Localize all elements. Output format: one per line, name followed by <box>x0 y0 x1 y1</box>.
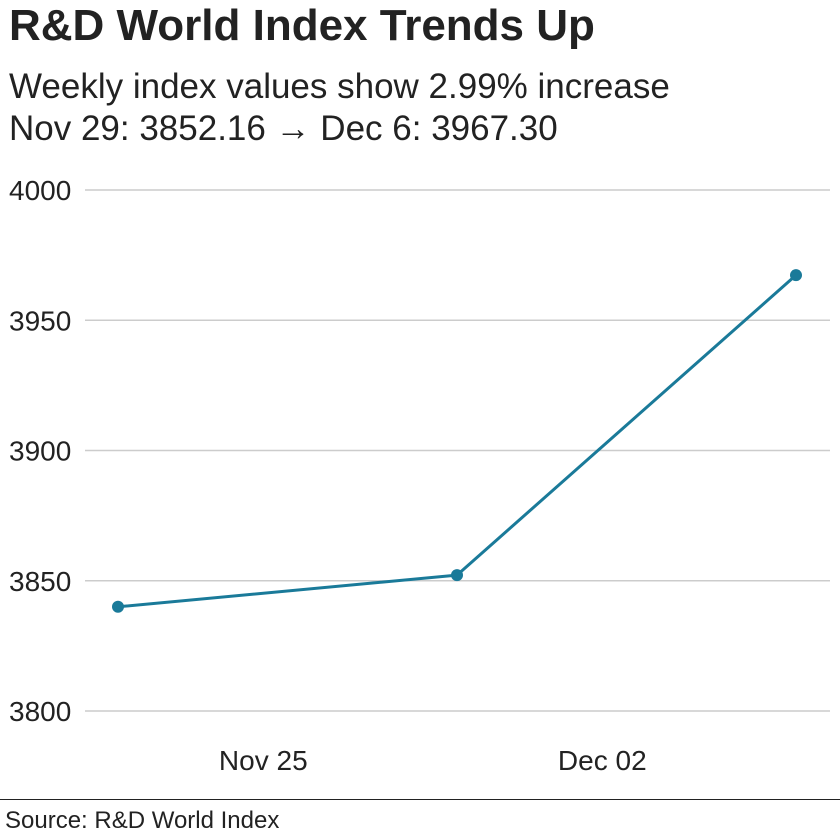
y-tick-label-3900: 3900 <box>9 436 71 467</box>
x-axis-ticks: Nov 25 Dec 02 <box>219 745 647 776</box>
y-tick-label-3850: 3850 <box>9 566 71 597</box>
chart-subtitle: Weekly index values show 2.99% increase … <box>9 66 670 150</box>
line-chart: 3800 3850 3900 3950 4000 Nov 25 Dec 02 <box>9 175 830 776</box>
y-tick-label-4000: 4000 <box>9 175 71 206</box>
subtitle-line-1: Weekly index values show 2.99% increase <box>9 67 670 106</box>
x-tick-label-1: Dec 02 <box>558 745 647 776</box>
series-layer <box>112 269 802 613</box>
y-tick-label-3950: 3950 <box>9 305 71 336</box>
source-divider <box>0 799 840 800</box>
data-point-1 <box>451 569 463 582</box>
data-point-0 <box>112 600 124 613</box>
grid-lines <box>85 189 830 712</box>
source-note: Source: R&D World Index <box>5 807 280 834</box>
series-line-0 <box>117 274 797 609</box>
data-point-2 <box>790 269 802 282</box>
y-axis-ticks: 3800 3850 3900 3950 4000 <box>9 175 71 727</box>
chart-title: R&D World Index Trends Up <box>9 1 595 50</box>
x-tick-label-0: Nov 25 <box>219 745 308 776</box>
y-tick-label-3800: 3800 <box>9 696 71 727</box>
subtitle-line-2: Nov 29: 3852.16 → Dec 6: 3967.30 <box>9 109 558 148</box>
